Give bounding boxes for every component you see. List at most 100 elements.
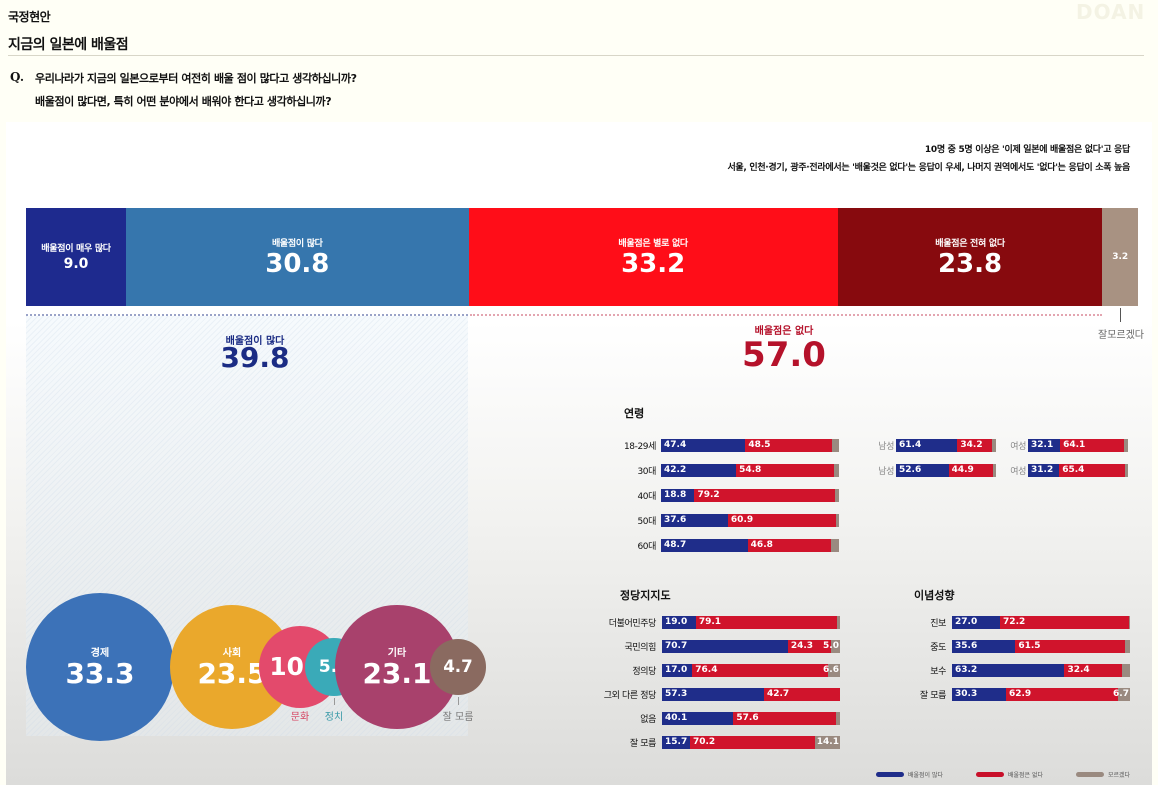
row-label: 40대 xyxy=(637,492,656,502)
segment-value: 48.5 xyxy=(748,440,771,450)
segment-value: 61.5 xyxy=(1018,641,1041,651)
positive-segment: 30.3 xyxy=(952,688,1006,701)
segment-value: 31.2 xyxy=(1031,465,1054,475)
positive-segment: 57.3 xyxy=(662,688,764,701)
male-label: 남성 xyxy=(878,467,894,477)
bubble-value: 23.1 xyxy=(362,657,432,691)
legend-item: 배울점이 많다 xyxy=(876,770,943,779)
row-label: 보수 xyxy=(930,667,946,677)
positive-segment: 32.1 xyxy=(1028,439,1061,452)
positive-bracket-line xyxy=(26,314,468,318)
positive-segment: 48.7 xyxy=(661,539,748,552)
segment-value: 15.7 xyxy=(665,737,688,747)
segment-label: 배울점이 매우 많다 xyxy=(41,243,111,254)
segment-value: 5.0 xyxy=(823,641,839,651)
positive-segment: 63.2 xyxy=(952,664,1065,677)
segment-value: 32.1 xyxy=(1031,440,1054,450)
row-label: 18-29세 xyxy=(623,442,656,452)
bubble-5: 4.7 xyxy=(430,639,486,695)
segment-value: 76.4 xyxy=(695,665,718,675)
dont-know-segment xyxy=(1124,439,1128,452)
positive-segment: 18.8 xyxy=(661,489,695,502)
legend-label: 모르겠다 xyxy=(1108,772,1131,779)
positive-segment: 19.0 xyxy=(662,616,696,629)
dont-know-segment: 6.6 xyxy=(823,664,840,677)
segment-value: 62.9 xyxy=(1008,689,1032,699)
segment-value: 6.6 xyxy=(823,665,839,675)
legend-label: 배울점이 많다 xyxy=(908,772,944,779)
stacked-bar-row: 27.0 72.2 xyxy=(952,616,1130,629)
positive-segment: 70.7 xyxy=(662,640,788,653)
stacked-bar-row: 40.1 57.6 xyxy=(662,712,840,725)
segment-value: 9.0 xyxy=(63,255,89,272)
bubble-0: 경제 33.3 xyxy=(26,593,174,741)
dont-know-pointer xyxy=(1120,308,1121,322)
positive-segment: 47.4 xyxy=(661,439,746,452)
main-bar-segment-not-much: 배울점은 별로 없다 33.2 xyxy=(468,208,838,306)
row-label: 없음 xyxy=(640,715,656,725)
positive-segment: 17.0 xyxy=(662,664,693,677)
main-bar-segment-dont-know: 3.2 xyxy=(1102,208,1138,306)
negative-segment: 24.3 xyxy=(787,640,832,653)
bubble-label: 사회 xyxy=(222,648,242,660)
stacked-bar-row: 63.2 32.4 xyxy=(952,664,1130,677)
negative-bracket-line xyxy=(470,314,1102,318)
negative-segment: 72.2 xyxy=(1000,616,1129,629)
segment-label: 배울점은 별로 없다 xyxy=(618,238,688,249)
positive-segment: 42.2 xyxy=(661,464,737,477)
positive-segment: 37.6 xyxy=(661,514,728,527)
segment-value: 33.2 xyxy=(621,248,686,279)
dont-know-segment xyxy=(1124,464,1128,477)
stacked-bar-row: 30.3 62.9 6.7 xyxy=(952,688,1130,701)
bubble-pointer xyxy=(458,696,459,705)
segment-label: 배울점은 전혀 없다 xyxy=(935,238,1005,249)
segment-label: 배울점이 많다 xyxy=(271,238,323,249)
segment-value: 6.7 xyxy=(1113,689,1129,699)
segment-value: 64.1 xyxy=(1063,440,1086,450)
stacked-bar-row: 19.0 79.1 xyxy=(662,616,840,629)
segment-value: 27.0 xyxy=(955,617,978,627)
segment-value: 17.0 xyxy=(665,665,688,675)
stacked-bar-row: 37.6 60.9 xyxy=(661,514,839,527)
negative-summary-label: 배울점은 없다 xyxy=(754,326,814,337)
negative-segment: 57.6 xyxy=(733,712,836,725)
positive-segment: 52.6 xyxy=(896,464,949,477)
male-label: 남성 xyxy=(878,442,894,452)
negative-segment: 76.4 xyxy=(692,664,829,677)
negative-segment: 79.2 xyxy=(694,489,836,502)
segment-value: 70.7 xyxy=(665,641,688,651)
dont-know-segment xyxy=(836,514,839,527)
section-tag: 국정현안 xyxy=(8,10,51,24)
segment-value: 65.4 xyxy=(1062,465,1085,475)
segment-value: 61.4 xyxy=(899,440,922,450)
stacked-bar-row: 15.7 70.2 14.1 xyxy=(662,736,840,749)
female-label: 여성 xyxy=(1010,442,1026,452)
row-label: 국민의힘 xyxy=(624,643,656,653)
negative-segment: 62.9 xyxy=(1005,688,1119,701)
ideology-group-title: 이념성향 xyxy=(914,589,955,602)
row-label: 50대 xyxy=(637,517,656,527)
bubble-value: 4.7 xyxy=(443,656,473,676)
segment-value: 40.1 xyxy=(665,713,688,723)
negative-segment: 32.4 xyxy=(1064,664,1123,677)
segment-value: 47.4 xyxy=(664,440,687,450)
segment-value: 46.8 xyxy=(750,540,773,550)
legend-label: 배울점은 없다 xyxy=(1008,772,1044,779)
row-label: 잘 모름 xyxy=(919,691,947,701)
positive-segment: 31.2 xyxy=(1028,464,1060,477)
bubble-value: 23.5 xyxy=(197,657,267,691)
negative-segment: 61.5 xyxy=(1015,640,1125,653)
segment-value: 57.3 xyxy=(665,689,688,699)
segment-value: 14.1 xyxy=(816,737,839,747)
legend-swatch xyxy=(976,772,1004,777)
bubble-outside-label: 잘 모름 xyxy=(442,712,474,723)
segment-value: 44.9 xyxy=(951,465,974,475)
row-label: 60대 xyxy=(637,542,656,552)
segment-value: 30.3 xyxy=(955,689,978,699)
stacked-bar-row: 17.0 76.4 6.6 xyxy=(662,664,840,677)
segment-value: 54.8 xyxy=(739,465,762,475)
segment-value: 35.6 xyxy=(955,641,978,651)
page-title: 지금의 일본에 배울점 xyxy=(8,37,129,53)
positive-segment: 27.0 xyxy=(952,616,1001,629)
bubble-label: 경제 xyxy=(90,648,110,660)
